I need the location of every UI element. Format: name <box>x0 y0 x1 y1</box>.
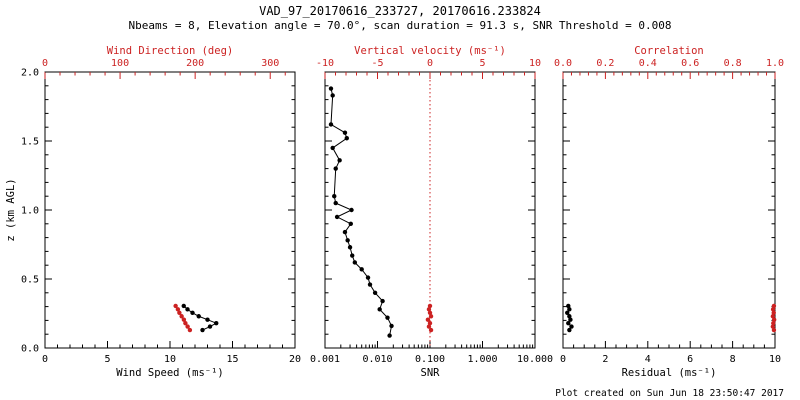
svg-text:0.100: 0.100 <box>415 354 445 365</box>
svg-text:8: 8 <box>730 354 736 365</box>
svg-text:200: 200 <box>186 58 204 69</box>
svg-text:1.5: 1.5 <box>21 137 39 148</box>
svg-text:15: 15 <box>226 354 238 365</box>
svg-text:10: 10 <box>164 354 176 365</box>
plot-created-timestamp: Plot created on Sun Jun 18 23:50:47 2017 <box>555 388 784 399</box>
svg-text:SNR: SNR <box>421 367 441 379</box>
svg-text:0.010: 0.010 <box>362 354 392 365</box>
svg-text:Wind Direction (deg): Wind Direction (deg) <box>107 45 233 57</box>
svg-text:0.0: 0.0 <box>554 58 572 69</box>
svg-text:-10: -10 <box>316 58 334 69</box>
svg-text:z (km AGL): z (km AGL) <box>5 178 17 241</box>
svg-text:1.0: 1.0 <box>766 58 784 69</box>
svg-text:20: 20 <box>289 354 301 365</box>
svg-text:4: 4 <box>645 354 651 365</box>
svg-text:0.5: 0.5 <box>21 275 39 286</box>
svg-text:100: 100 <box>111 58 129 69</box>
svg-text:Residual (ms⁻¹): Residual (ms⁻¹) <box>622 367 717 379</box>
svg-text:0.2: 0.2 <box>596 58 614 69</box>
svg-text:0.4: 0.4 <box>639 58 657 69</box>
svg-text:0.8: 0.8 <box>724 58 742 69</box>
svg-text:6: 6 <box>687 354 693 365</box>
snr-panel: 0.001 0.010 0.100 1.000 10.000 -10 -5 0 5 10 SNR Ve… <box>310 45 553 379</box>
svg-text:0: 0 <box>42 58 48 69</box>
svg-text:2.0: 2.0 <box>21 68 39 79</box>
svg-text:-5: -5 <box>371 58 383 69</box>
svg-text:0.001: 0.001 <box>310 354 340 365</box>
residual-panel: 0 2 4 6 8 10 0.0 0.2 0.4 0.6 0.8 1.0 Residual (ms⁻¹)… <box>554 45 784 379</box>
svg-text:Correlation: Correlation <box>634 45 704 57</box>
svg-text:0: 0 <box>560 354 566 365</box>
svg-text:Wind Speed (ms⁻¹): Wind Speed (ms⁻¹) <box>116 367 223 379</box>
svg-text:1.0: 1.0 <box>21 206 39 217</box>
svg-text:Vertical velocity (ms⁻¹): Vertical velocity (ms⁻¹) <box>354 45 506 57</box>
plot-title: VAD_97_20170616_233727, 20170616.233824 <box>259 4 541 18</box>
svg-text:0: 0 <box>42 354 48 365</box>
svg-text:0.0: 0.0 <box>21 344 39 355</box>
svg-text:5: 5 <box>104 354 110 365</box>
svg-text:10.000: 10.000 <box>517 354 553 365</box>
svg-text:0.6: 0.6 <box>681 58 699 69</box>
svg-text:2: 2 <box>602 354 608 365</box>
svg-text:10: 10 <box>769 354 781 365</box>
svg-text:5: 5 <box>479 58 485 69</box>
svg-text:1.000: 1.000 <box>467 354 497 365</box>
svg-text:0: 0 <box>427 58 433 69</box>
svg-text:300: 300 <box>261 58 279 69</box>
plot-subtitle: Nbeams = 8, Elevation angle = 70.0°, sca… <box>128 19 672 32</box>
svg-text:10: 10 <box>529 58 541 69</box>
